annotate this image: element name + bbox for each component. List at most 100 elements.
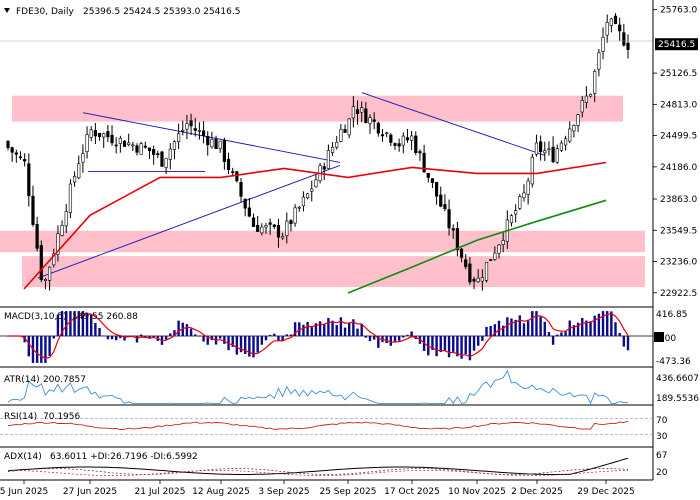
candle-body: [355, 109, 360, 115]
candle-body: [547, 148, 551, 151]
macd-bar: [223, 335, 226, 344]
candle-body: [285, 220, 289, 236]
candle-body: [389, 134, 393, 143]
candle-body: [330, 146, 335, 153]
macd-bar: [314, 323, 318, 336]
macd-bar: [298, 322, 301, 336]
candle-body: [56, 233, 60, 255]
price-tick-label: 23236.0: [660, 258, 697, 268]
candle-body: [472, 279, 476, 282]
candle-body: [555, 148, 559, 163]
candle-body: [530, 156, 534, 185]
candle-body: [613, 15, 618, 24]
candles-layer: [6, 13, 630, 291]
zones-layer: [0, 95, 645, 288]
candle-body: [380, 134, 385, 137]
candle-body: [127, 142, 131, 145]
candle-body: [593, 71, 597, 94]
candle-body: [18, 156, 23, 159]
candle-body: [139, 143, 143, 155]
macd-bar: [306, 321, 309, 336]
candle-body: [97, 132, 102, 137]
candle-body: [626, 42, 630, 50]
candle-body: [231, 171, 235, 173]
macd-bar: [348, 322, 351, 336]
candle-body: [239, 182, 243, 197]
macd-bar: [198, 335, 201, 337]
macd-bar: [452, 335, 455, 352]
macd-bar: [189, 328, 193, 336]
macd-bar: [377, 335, 380, 348]
price-panel[interactable]: FDE30, Daily 25396.5 25424.5 25393.0 254…: [0, 0, 653, 305]
candle-body: [310, 188, 314, 192]
candle-body: [85, 134, 89, 152]
macd-bar: [543, 321, 546, 336]
macd-bar: [481, 335, 484, 341]
candle-body: [618, 24, 622, 32]
macd-bar: [514, 319, 517, 336]
macd-values: 149.55 260.88: [72, 312, 138, 322]
macd-bar: [40, 335, 43, 363]
candle-body: [522, 192, 526, 199]
last-price-label: 25416.5: [658, 40, 695, 50]
macd-panel[interactable]: [0, 311, 653, 363]
header-ohlc: 25396.5 25424.5 25393.0 25416.5: [83, 7, 240, 17]
candle-body: [476, 277, 480, 283]
macd-bar: [397, 335, 401, 341]
macd-bar: [364, 335, 368, 338]
candle-body: [501, 240, 505, 245]
candle-body: [27, 163, 31, 197]
candle-body: [559, 142, 564, 151]
candle-body: [64, 211, 68, 227]
candle-body: [260, 226, 264, 234]
candle-body: [122, 140, 127, 147]
candle-body: [52, 253, 56, 266]
macd-bar: [385, 335, 388, 344]
candle-body: [351, 106, 355, 119]
candle-body: [314, 179, 318, 188]
candle-body: [335, 141, 339, 148]
rsi-axis-upper: 70: [656, 416, 668, 426]
macd-bar: [622, 335, 626, 347]
adx-axis-lower: 20: [656, 468, 668, 478]
macd-bar: [618, 332, 621, 336]
candle-body: [89, 129, 93, 138]
macd-bar: [281, 335, 284, 342]
candle-body: [609, 18, 613, 26]
macd-bar: [443, 335, 447, 351]
candle-body: [326, 150, 331, 169]
macd-bar: [323, 324, 326, 336]
price-tick-label: 25763.0: [660, 6, 697, 16]
adx-title: ADX(14): [4, 452, 42, 462]
candle-body: [518, 196, 522, 209]
macd-bar: [447, 335, 451, 358]
candle-body: [584, 95, 588, 103]
candle-body: [247, 207, 251, 217]
macd-bar: [94, 322, 97, 336]
trendline[interactable]: [37, 165, 341, 279]
candle-body: [14, 152, 18, 155]
candle-body: [526, 180, 530, 195]
rsi-panel[interactable]: [0, 418, 653, 435]
macd-bar: [597, 313, 601, 336]
macd-bar: [610, 311, 613, 336]
macd-bar: [73, 311, 76, 336]
macd-bar: [593, 315, 596, 336]
macd-bar: [27, 335, 31, 357]
candle-body: [360, 107, 364, 113]
macd-bar: [522, 323, 526, 336]
trendline[interactable]: [361, 92, 546, 156]
candle-body: [43, 279, 48, 281]
candle-body: [81, 153, 85, 163]
atr-panel[interactable]: [7, 369, 629, 405]
macd-bar: [389, 335, 393, 346]
macd-bar: [526, 319, 530, 336]
macd-bar: [185, 324, 189, 336]
candle-body: [588, 93, 593, 97]
candle-body: [189, 120, 193, 127]
adx-panel[interactable]: [7, 457, 629, 476]
macd-bar: [44, 335, 47, 363]
candle-body: [276, 225, 281, 238]
collapse-arrow-icon[interactable]: [4, 8, 10, 13]
